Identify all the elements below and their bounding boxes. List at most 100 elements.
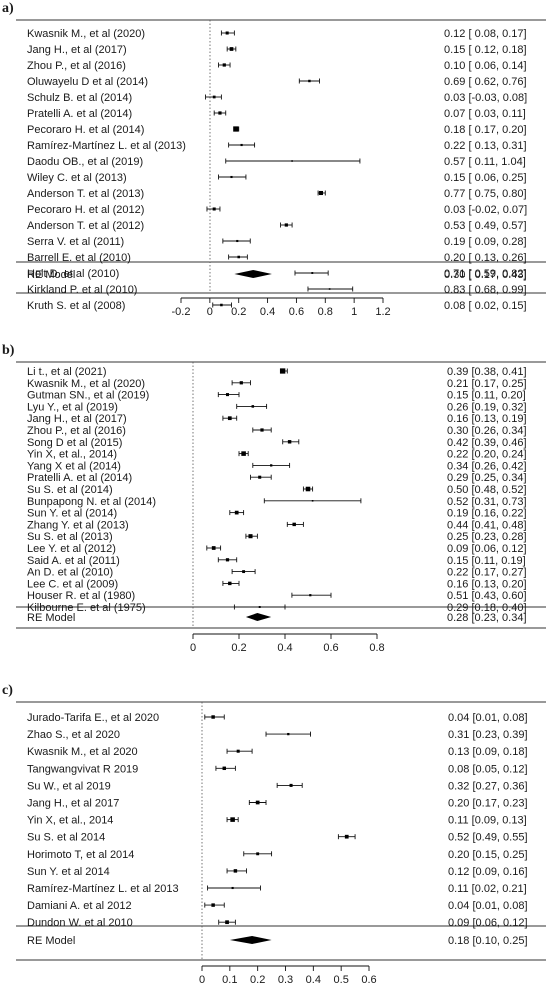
x-tick-label: 1 — [351, 306, 357, 318]
study-ci-text: 0.19 [ 0.09, 0.28] — [444, 236, 527, 248]
study-label: Serra V. et al (2011) — [27, 236, 124, 248]
x-tick-label: 0.1 — [222, 974, 237, 986]
x-tick-label: 0.8 — [318, 306, 333, 318]
point-estimate — [241, 451, 246, 456]
study-ci-text: 0.25 [0.23, 0.28] — [447, 531, 527, 543]
x-tick-label: 0.3 — [278, 974, 293, 986]
point-estimate — [309, 594, 312, 597]
study-row: Damiani A. et al 2012 0.04 [0.01, 0.08] — [27, 900, 528, 912]
point-estimate — [227, 416, 232, 421]
study-row: Lyu Y., et al (2019) 0.26 [0.19, 0.32] — [27, 401, 527, 413]
point-estimate — [251, 405, 255, 408]
study-row: Su S. et al 2014 0.52 [0.49, 0.55] — [27, 832, 528, 844]
study-label: Horimoto T, et al 2014 — [27, 849, 134, 861]
study-ci-text: 0.29 [0.18, 0.40] — [447, 602, 527, 614]
study-row: Serra V. et al (2011) 0.19 [ 0.09, 0.28] — [27, 236, 527, 248]
summary-ci-text: 0.30 [ 0.17, 0.43] — [444, 269, 527, 281]
study-label: Kwasnik M., et al (2020) — [27, 28, 145, 40]
study-row: Dundon W. et al 2010 0.09 [0.06, 0.12] — [27, 917, 528, 929]
study-label: Holt D. et al (2010) — [27, 268, 119, 280]
point-estimate — [230, 175, 233, 179]
study-label: Jurado-Tarifa E., et al 2020 — [27, 712, 159, 724]
study-label: Anderson T. et al (2013) — [27, 188, 144, 200]
point-estimate — [270, 464, 273, 467]
study-ci-text: 0.15 [0.11, 0.20] — [447, 390, 526, 402]
study-label: Kilbourne E. et al (1975) — [27, 602, 146, 614]
point-estimate — [284, 223, 288, 227]
x-tick-label: 0.6 — [323, 642, 338, 654]
study-row: Ramírez-Martínez L. et al (2013) 0.22 [ 0… — [27, 140, 527, 152]
summary-row: RE Model 0.30 [ 0.17, 0.43] — [27, 269, 527, 281]
study-ci-text: 0.52 [0.49, 0.55] — [448, 832, 528, 844]
study-row: Wiley C. et al (2013) 0.15 [ 0.06, 0.25] — [27, 172, 527, 184]
summary-label: RE Model — [27, 612, 75, 624]
x-tick-label: 0.6 — [361, 974, 376, 986]
study-ci-text: 0.51 [0.43, 0.60] — [447, 590, 527, 602]
study-label: Pecoraro H. et al (2012) — [27, 204, 144, 216]
point-estimate — [225, 393, 230, 397]
study-ci-text: 0.04 [0.01, 0.08] — [448, 900, 528, 912]
point-estimate — [230, 817, 235, 822]
study-row: Horimoto T, et al 2014 0.20 [0.15, 0.25] — [27, 849, 528, 861]
study-row: Sun Y. et al (2014) 0.19 [0.16, 0.22] — [27, 508, 527, 520]
study-row: Oluwayelu D et al (2014) 0.69 [ 0.62, 0.7… — [27, 76, 527, 88]
study-ci-text: 0.21 [0.17, 0.25] — [447, 378, 527, 390]
study-row: Lee C. et al (2009) 0.16 [0.13, 0.20] — [27, 578, 527, 590]
point-estimate — [233, 869, 238, 873]
point-estimate — [242, 570, 246, 574]
study-row: Pecoraro H. et al (2014) 0.18 [ 0.17, 0.2… — [27, 124, 527, 136]
study-label: Pratelli A. et al (2014) — [27, 472, 132, 484]
x-tick-label: 0.2 — [231, 306, 246, 318]
study-label: Pratelli A. et al (2014) — [27, 108, 132, 120]
point-estimate — [222, 63, 226, 67]
study-label: Ramírez-Martínez L. et al (2013) — [27, 140, 186, 152]
study-label: Jang H., et al (2017) — [27, 44, 127, 56]
study-label: Su S. et al (2014) — [27, 484, 113, 496]
study-row: Lee Y. et al (2012) 0.09 [0.06, 0.12] — [27, 543, 527, 555]
study-ci-text: 0.03 [-0.03, 0.08] — [444, 92, 527, 104]
point-estimate — [256, 852, 260, 856]
study-label: Jang H., et al 2017 — [27, 798, 119, 810]
study-label: Lee C. et al (2009) — [27, 578, 118, 590]
study-ci-text: 0.04 [0.01, 0.08] — [448, 712, 528, 724]
summary-ci-text: 0.28 [0.23, 0.34] — [447, 612, 527, 624]
x-axis: -0.2 0 0.2 0.4 0.6 0.8 1 1.2 — [172, 297, 391, 318]
summary-label: RE Model — [27, 269, 75, 281]
x-tick-label: 0.4 — [260, 306, 275, 318]
study-row: Zhou P., et al (2016) 0.10 [ 0.06, 0.14] — [27, 60, 527, 72]
study-row: Daodu OB., et al (2019) 0.57 [ 0.11, 1.04… — [27, 156, 526, 168]
point-estimate — [211, 903, 215, 907]
study-row: Tangwangvivat R 2019 0.08 [0.05, 0.12] — [27, 763, 528, 775]
study-ci-text: 0.32 [0.27, 0.36] — [448, 780, 528, 792]
point-estimate — [225, 558, 230, 562]
study-ci-text: 0.16 [0.13, 0.19] — [447, 413, 527, 425]
point-estimate — [344, 834, 349, 839]
study-ci-text: 0.26 [0.19, 0.32] — [447, 401, 527, 413]
x-tick-label: 0.4 — [306, 974, 321, 986]
point-estimate — [229, 47, 234, 51]
study-label: Anderson T. et al (2012) — [27, 220, 144, 232]
x-tick-label: 0 — [207, 306, 213, 318]
study-label: Su S. et al (2013) — [27, 531, 113, 543]
study-row: Kwasnik M., et al (2020) 0.12 [ 0.08, 0.1… — [27, 28, 527, 40]
point-estimate — [211, 715, 215, 719]
study-ci-text: 0.09 [0.06, 0.12] — [447, 543, 527, 555]
study-label: Sun Y. et al 2014 — [27, 866, 110, 878]
study-row: Gutman SN., et al (2019) 0.15 [0.11, 0.20… — [27, 390, 526, 402]
study-label: An D. et al (2010) — [27, 567, 113, 579]
study-row: Su S. et al (2013) 0.25 [0.23, 0.28] — [27, 531, 527, 543]
study-ci-text: 0.57 [ 0.11, 1.04] — [444, 156, 526, 168]
point-estimate — [311, 272, 314, 274]
study-row: Kwasnik M., et al 2020 0.13 [0.09, 0.18] — [27, 746, 528, 758]
study-ci-text: 0.29 [0.25, 0.34] — [447, 472, 527, 484]
study-label: Jang H., et al (2017) — [27, 413, 127, 425]
panel-c: c) Jurado-Tarifa E., et al 2020 0.04 [0.01… — [2, 683, 546, 986]
study-label: Pecoraro H. et al (2014) — [27, 124, 144, 136]
study-ci-text: 0.15 [ 0.06, 0.25] — [444, 172, 527, 184]
study-label: Bunpapong N. et al (2014) — [27, 496, 156, 508]
point-estimate — [328, 288, 331, 290]
point-estimate — [211, 546, 216, 550]
study-row: Pratelli A. et al (2014) 0.29 [0.25, 0.34… — [27, 472, 527, 484]
study-label: Sun Y. et al (2014) — [27, 508, 117, 520]
